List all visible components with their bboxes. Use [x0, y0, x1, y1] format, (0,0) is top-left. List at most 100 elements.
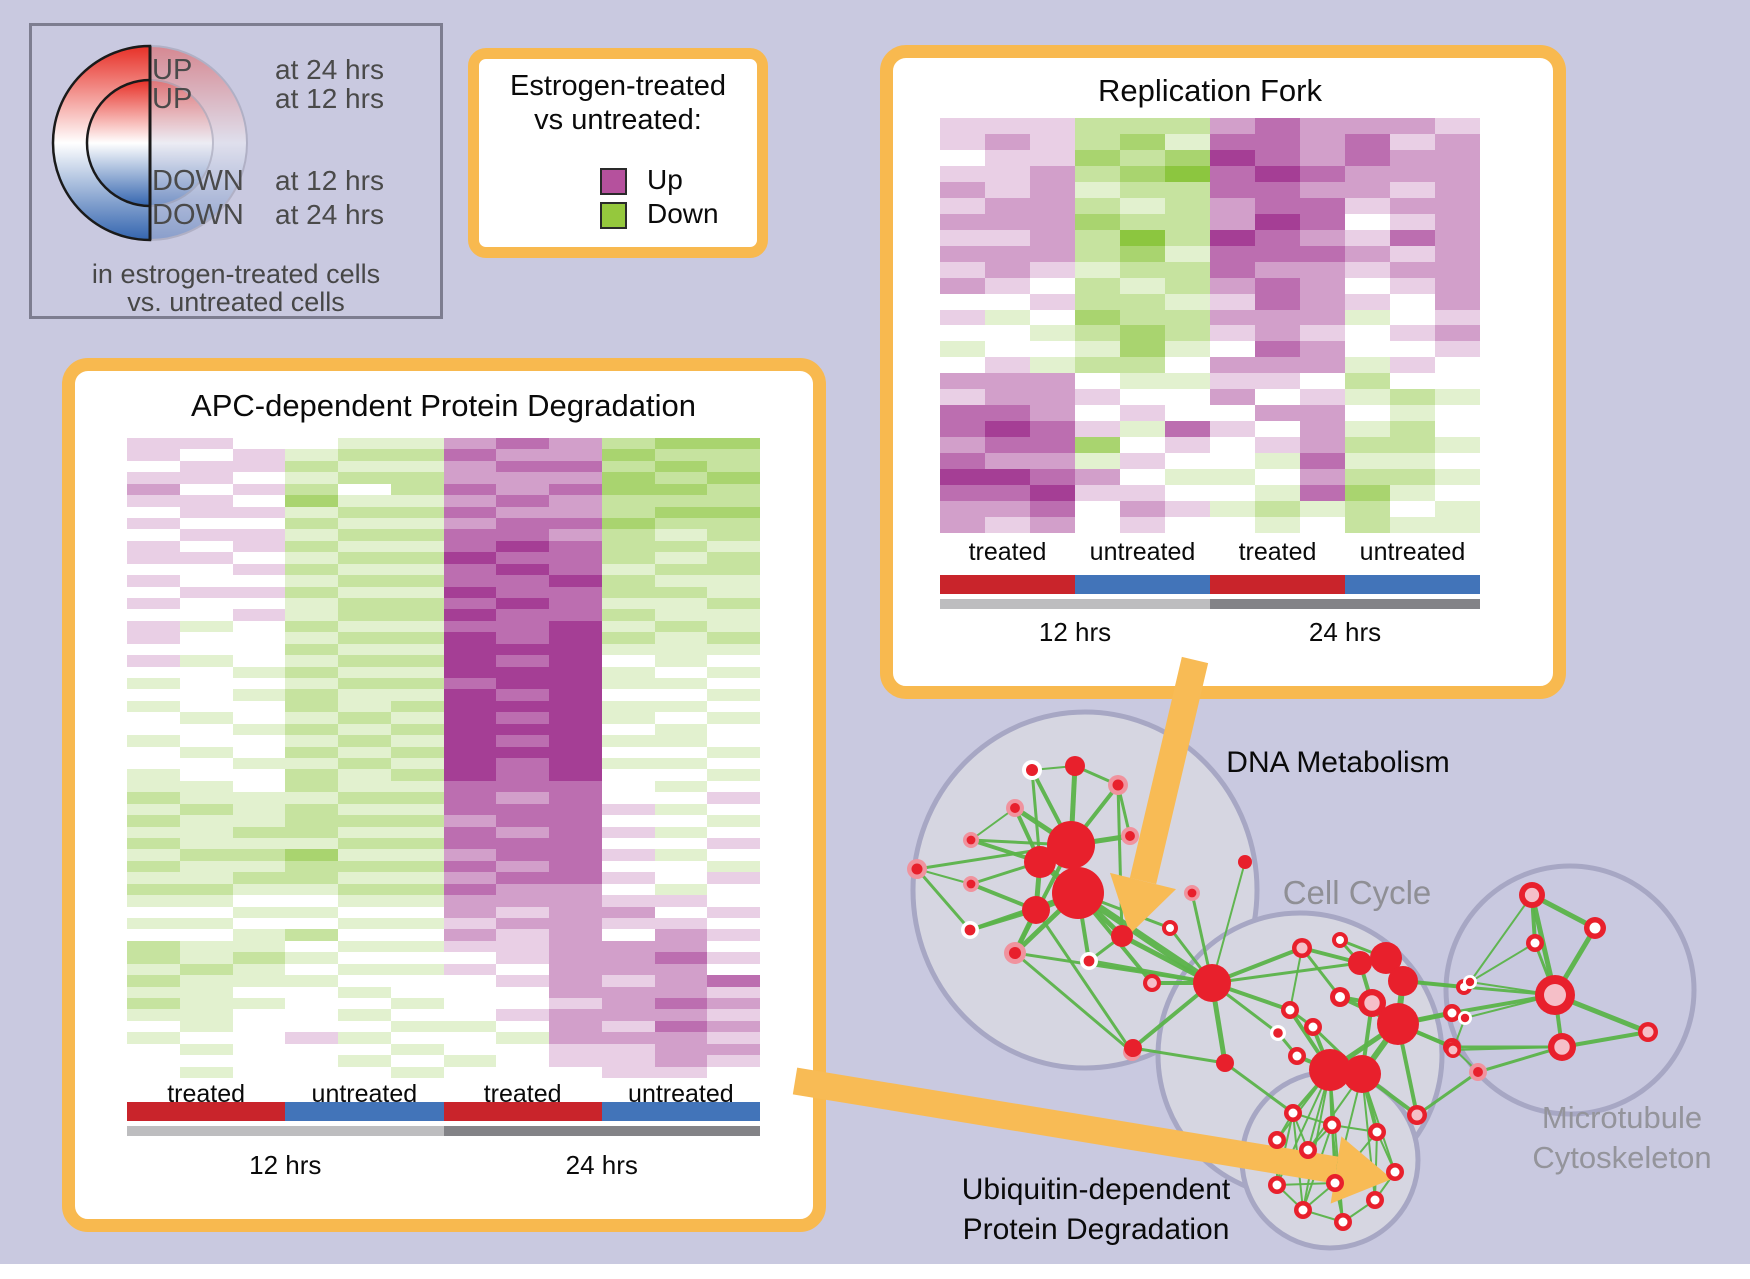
heatmap-cell	[338, 746, 391, 758]
heatmap-cell	[127, 586, 180, 598]
network-edge	[1069, 783, 1120, 847]
heatmap-cell	[1120, 453, 1165, 470]
network-node	[1111, 925, 1133, 947]
heatmap-cell	[1075, 389, 1120, 406]
heatmap-cell	[496, 883, 549, 896]
heatmap-cell	[601, 895, 655, 907]
heatmap-cell	[654, 495, 708, 507]
heatmap-cell	[1075, 485, 1120, 502]
heatmap-cell	[390, 552, 444, 564]
heatmap-cell	[1300, 485, 1345, 502]
heatmap-cell	[1435, 437, 1480, 454]
heatmap-cell	[496, 552, 549, 564]
heatmap-cell	[443, 826, 497, 838]
heatmap-cell	[443, 472, 497, 484]
heatmap-cell	[285, 769, 338, 781]
heatmap-cell	[985, 501, 1030, 518]
network-node-center	[1112, 779, 1124, 791]
heatmap-cell	[1390, 277, 1435, 294]
heatmap-cell	[285, 712, 338, 724]
group-label: treated	[968, 538, 1047, 566]
heatmap-cell	[496, 872, 549, 884]
heatmap-cell	[549, 632, 602, 644]
heatmap-cell	[1030, 453, 1075, 470]
heatmap-cell	[1165, 181, 1210, 198]
heatmap-cell	[1345, 261, 1390, 278]
heatmap-cell	[390, 838, 444, 850]
heatmap-cell	[390, 598, 444, 610]
heatmap-cell	[940, 181, 985, 198]
heatmap-cell	[601, 609, 655, 621]
cluster-label: Ubiquitin-dependent	[962, 1173, 1231, 1206]
network-node-center	[1460, 1013, 1470, 1023]
heatmap-cell	[1300, 293, 1345, 310]
network-edge	[969, 891, 1079, 932]
heatmap-cell	[601, 586, 655, 598]
heatmap-cell	[985, 373, 1030, 390]
heatmap-cell	[1390, 245, 1435, 262]
heatmap-cell	[443, 940, 497, 953]
heatmap-cell	[1075, 357, 1120, 374]
group-label: untreated	[1089, 538, 1196, 566]
heatmap-cell	[940, 118, 985, 134]
heatmap-cell	[1075, 181, 1120, 198]
heatmap-cell	[1390, 357, 1435, 374]
heatmap-cell	[179, 1009, 233, 1021]
heatmap-cell	[179, 952, 233, 964]
heatmap-cell	[1345, 501, 1390, 518]
heatmap-cell	[654, 655, 708, 667]
heatmap-cell	[338, 598, 391, 610]
heatmap-cell	[940, 325, 985, 342]
heatmap-cell	[1165, 277, 1210, 294]
heatmap-cell	[285, 780, 338, 793]
heatmap-cell	[1210, 181, 1255, 198]
updown-legend-title-line2: vs untreated:	[534, 104, 702, 136]
heatmap-cell	[601, 620, 655, 633]
heatmap-cell	[127, 952, 180, 964]
heatmap-cell	[338, 552, 391, 564]
heatmap-cell	[707, 986, 760, 998]
heatmap-cell	[985, 325, 1030, 342]
untreated-bar-segment	[1345, 575, 1480, 594]
heatmap-cell	[1075, 213, 1120, 230]
network-node-center	[1411, 1109, 1423, 1121]
heatmap-cell	[127, 940, 180, 953]
heatmap-cell	[601, 735, 655, 747]
network-node	[1370, 942, 1402, 974]
heatmap-cell	[1165, 118, 1210, 134]
heatmap-cell	[1300, 149, 1345, 166]
page-margin	[0, 1264, 1750, 1279]
network-node	[963, 876, 979, 892]
heatmap-cell	[285, 1020, 338, 1033]
network-node-center	[1372, 1127, 1382, 1137]
heatmap-cell	[1210, 325, 1255, 342]
heatmap-cell	[127, 1066, 180, 1078]
heatmap-cell	[1075, 469, 1120, 486]
heatmap-cell	[940, 357, 985, 374]
heatmap-cell	[179, 758, 233, 770]
network-node	[1463, 975, 1477, 989]
heatmap-cell	[940, 229, 985, 246]
cluster-label: Protein Degradation	[963, 1213, 1230, 1246]
heatmap-cell	[443, 1055, 497, 1067]
heatmap-cell	[601, 598, 655, 610]
network-edge	[970, 882, 1037, 912]
heatmap-cell	[285, 1032, 338, 1044]
heatmap-cell	[549, 1043, 602, 1056]
heatmap-cell	[338, 723, 391, 736]
heatmap-cell	[940, 197, 985, 214]
network-edge	[970, 838, 1072, 847]
network-node	[1193, 964, 1231, 1002]
heatmap-cell	[127, 712, 180, 724]
network-edge	[1012, 908, 1039, 955]
network-node-center	[1285, 1005, 1295, 1015]
heatmap-cell	[390, 1055, 444, 1067]
heatmap-cell	[390, 575, 444, 587]
network-edge	[1334, 1073, 1363, 1184]
network-edge	[1013, 807, 1042, 863]
heatmap-cell	[338, 735, 391, 747]
heatmap-cell	[285, 838, 338, 850]
heatmap-cell	[232, 678, 286, 690]
heatmap-cell	[1210, 357, 1255, 374]
network-node-center	[1447, 1042, 1457, 1052]
